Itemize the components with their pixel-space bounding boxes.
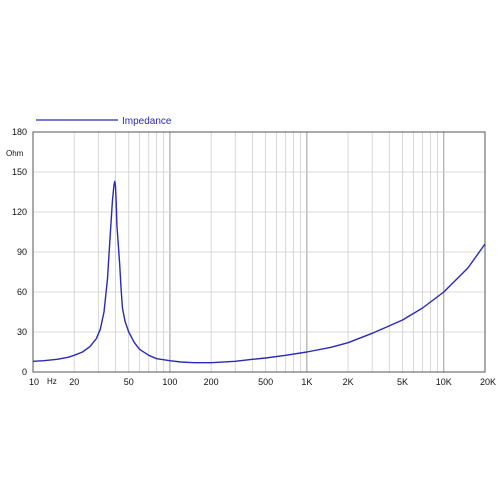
y-tick-label: 30 [17, 327, 27, 337]
x-tick-label: 10K [436, 377, 452, 387]
grid-lines [33, 132, 485, 372]
y-tick-label: 180 [12, 127, 27, 137]
y-tick-label: 150 [12, 167, 27, 177]
y-tick-label: 60 [17, 287, 27, 297]
x-tick-label: 2K [343, 377, 354, 387]
y-tick-label: 0 [22, 367, 27, 377]
y-tick-label: 120 [12, 207, 27, 217]
x-tick-label: 200 [204, 377, 219, 387]
x-tick-label: 100 [162, 377, 177, 387]
y-tick-labels: 0 30 60 90 120 150 180 [12, 127, 27, 377]
series-line-impedance [32, 180, 486, 364]
x-tick-label: 10 [29, 377, 39, 387]
x-tick-label: 20K [480, 377, 496, 387]
x-tick-label: 5K [397, 377, 408, 387]
x-tick-label: 500 [258, 377, 273, 387]
legend-label-impedance: Impedance [122, 116, 172, 127]
plot-frame [32, 131, 486, 373]
x-tick-labels: 10 20 50 100 200 500 1K 2K 5K 10K 20K [29, 377, 496, 387]
x-tick-label: 1K [301, 377, 312, 387]
x-unit-label: Hz [47, 377, 57, 386]
legend: Impedance [36, 116, 172, 127]
x-tick-label: 20 [69, 377, 79, 387]
y-tick-label: 90 [17, 247, 27, 257]
x-tick-label: 50 [124, 377, 134, 387]
y-unit-label: Ohm [6, 149, 24, 158]
